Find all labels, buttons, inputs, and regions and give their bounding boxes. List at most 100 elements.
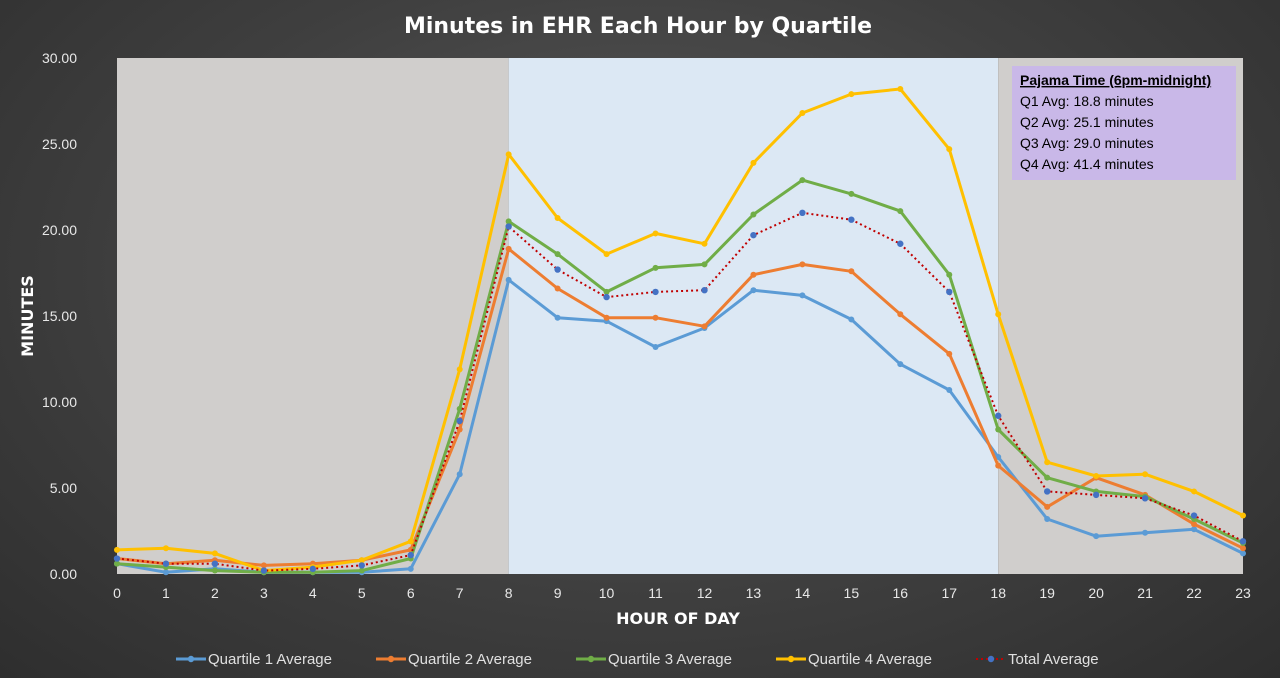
data-point [456,426,463,433]
legend-marker [387,655,395,663]
x-tick-label: 9 [554,585,562,601]
data-point [162,560,170,567]
data-point [554,285,561,292]
series-line [116,178,1244,574]
data-point [456,417,463,425]
x-tick-label: 22 [1186,585,1202,601]
data-point [799,209,806,216]
data-point [554,314,561,321]
data-point [162,545,169,552]
data-point [114,560,120,567]
data-point [652,314,659,321]
data-point [505,218,512,225]
legend-label: Quartile 4 Average [808,651,932,668]
data-point [799,292,806,299]
data-point [1142,471,1149,478]
legend-marker [987,655,995,663]
x-tick-label: 23 [1235,585,1251,601]
x-tick-label: 1 [162,585,170,601]
data-point [897,361,904,368]
x-tick-label: 11 [648,585,663,601]
y-tick-label: 5.00 [50,480,77,496]
shaded-region-0 [117,58,509,574]
data-point [750,159,757,166]
data-point [211,550,218,557]
x-tick-label: 7 [456,585,464,601]
x-tick-label: 19 [1039,585,1055,601]
data-point [1044,515,1051,522]
data-point [505,276,512,283]
y-tick-label: 0.00 [50,566,77,582]
data-point [897,85,904,92]
legend-label: Quartile 1 Average [208,651,332,668]
legend-marker [587,655,595,663]
data-point [114,546,120,553]
annotation-heading: Pajama Time (6pm-midnight) [1020,72,1211,88]
x-tick-label: 16 [893,585,909,601]
data-point [260,562,267,569]
data-point [946,350,953,357]
data-point [456,471,463,478]
annotation-line: Q1 Avg: 18.8 minutes [1020,93,1154,109]
x-tick-label: 20 [1088,585,1104,601]
x-tick-label: 14 [795,585,811,601]
y-tick-label: 30.00 [42,50,77,66]
data-point [701,261,708,268]
series-line [116,211,1244,572]
data-point [211,567,218,574]
legend-marker [187,655,195,663]
x-axis-ticks: 0 1 2 3 4 5 6 7 8 9 10 11 12 13 14 15 16 17 18 19 20 21 22 23 [113,585,1251,601]
x-tick-label: 0 [113,585,121,601]
x-tick-label: 17 [941,585,957,601]
data-point [358,562,365,569]
data-point [1191,488,1198,495]
data-point [1093,472,1100,479]
legend-item-3: Quartile 3 Average [576,651,732,668]
data-point [750,287,757,294]
data-point [211,560,219,567]
data-point [897,240,904,247]
data-point [407,538,414,545]
legend-label: Total Average [1008,651,1099,668]
data-point [1142,529,1149,536]
data-point [701,287,708,294]
data-point [946,386,953,393]
shaded-regions [117,58,1243,574]
data-point [750,231,757,239]
data-point [750,271,757,278]
data-point [1239,538,1247,545]
data-point [848,91,855,98]
data-point [162,569,169,576]
data-point [1240,545,1246,552]
data-point [407,565,414,572]
annotation-line: Q4 Avg: 41.4 minutes [1020,156,1154,172]
data-point [1093,533,1100,540]
data-point [799,261,806,268]
x-axis-title: HOUR OF DAY [616,609,740,628]
y-tick-label: 20.00 [42,222,77,238]
pajama-time-annotation: Pajama Time (6pm-midnight) Q1 Avg: 18.8 m… [1012,66,1236,180]
data-point [848,316,855,323]
x-tick-label: 13 [746,585,762,601]
series-layer [113,85,1247,576]
x-tick-label: 6 [407,585,415,601]
data-point [1092,491,1100,499]
shaded-region-1 [508,58,999,574]
x-tick-label: 15 [844,585,860,601]
x-tick-label: 8 [505,585,513,601]
annotation-box [1012,66,1236,180]
series-line [116,247,1244,567]
data-point [799,177,806,184]
data-point [505,245,512,252]
data-point [701,240,708,247]
x-tick-label: 5 [358,585,366,601]
data-point [505,151,512,158]
data-point [1190,512,1198,519]
data-point [505,223,512,230]
data-point [946,271,953,278]
y-tick-label: 15.00 [42,308,77,324]
data-point [1044,503,1051,510]
x-tick-label: 21 [1137,585,1153,601]
